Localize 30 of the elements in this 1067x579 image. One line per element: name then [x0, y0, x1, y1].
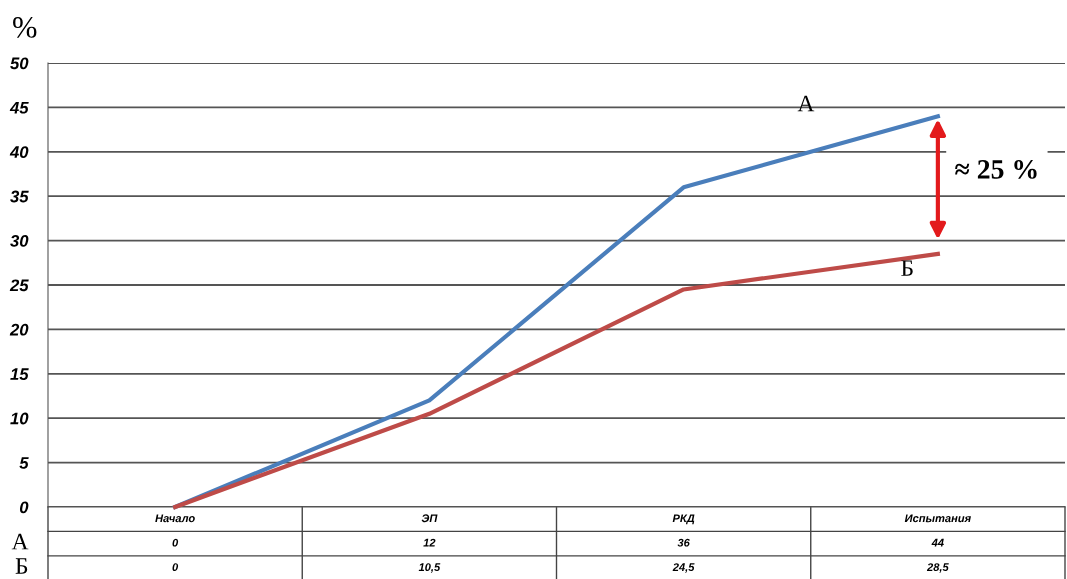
data-label: 10,5 — [418, 563, 441, 573]
x-tick-label: РКД — [672, 514, 695, 525]
data-label: 12 — [423, 538, 436, 547]
y-tick-label: 40 — [9, 146, 29, 158]
data-label: 24,5 — [672, 563, 695, 573]
data-label: 0 — [172, 563, 179, 572]
y-tick-label: 10 — [10, 412, 29, 425]
text: Б — [15, 558, 28, 574]
line-series — [173, 114, 940, 510]
data-label: 0 — [172, 538, 179, 547]
x-tick-label: Испытания — [904, 514, 971, 523]
data-label: 36 — [677, 538, 690, 547]
x-tick-label: ЭП — [421, 514, 438, 523]
y-tick-label: 5 — [19, 457, 29, 469]
y-tick-label: 0 — [19, 501, 29, 514]
y-tick-label: 15 — [10, 368, 29, 380]
series-label: Б — [901, 260, 913, 276]
annotation: ≈ 25 % — [955, 159, 1037, 179]
y-tick-label: 50 — [10, 57, 29, 70]
y-tick-label: 20 — [9, 323, 29, 336]
data-label: 44 — [931, 538, 944, 547]
y-tick-label: 25 — [9, 279, 29, 292]
text: А — [11, 533, 29, 550]
data-label: 28,5 — [926, 563, 949, 573]
y-tick-label: 35 — [10, 190, 29, 203]
y-axis-title: % — [13, 17, 37, 38]
x-tick-label: Начало — [155, 514, 195, 523]
y-tick-label: 45 — [9, 101, 29, 114]
line-series — [173, 251, 940, 510]
y-tick-label: 30 — [10, 235, 29, 247]
